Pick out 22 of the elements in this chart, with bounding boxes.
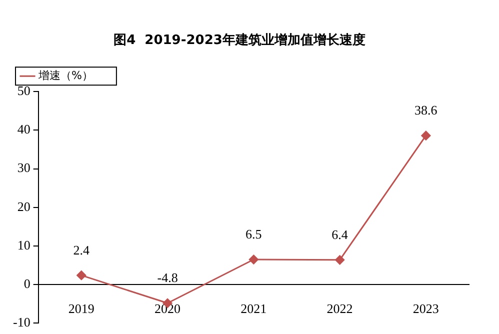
point xyxy=(421,130,431,140)
x-tick-label: 2019 xyxy=(68,300,94,316)
y-tick-label: 30 xyxy=(17,160,30,176)
y-tick-label: 10 xyxy=(17,237,30,252)
y-tick-label: 40 xyxy=(17,122,30,137)
data-label: 6.5 xyxy=(246,226,262,242)
data-label: 6.4 xyxy=(332,226,348,242)
chart-title: 图4 2019-2023年建筑业增加值增长速度 xyxy=(114,32,366,48)
point xyxy=(76,270,86,280)
x-tick-label: 2021 xyxy=(240,300,267,316)
legend-label: 增速（%） xyxy=(38,68,93,82)
y-tick-label: 0 xyxy=(24,276,30,292)
data-label: 2.4 xyxy=(73,242,90,258)
x-tick-label: 2023 xyxy=(412,300,439,316)
point xyxy=(248,254,258,264)
x-tick-label: 2022 xyxy=(326,300,353,316)
y-tick-label: -10 xyxy=(12,314,30,330)
data-label: 38.6 xyxy=(414,102,438,118)
point xyxy=(335,255,345,265)
data-label: -4.8 xyxy=(157,270,178,286)
y-tick-label: 50 xyxy=(17,83,30,98)
y-tick-label: 20 xyxy=(17,198,30,214)
